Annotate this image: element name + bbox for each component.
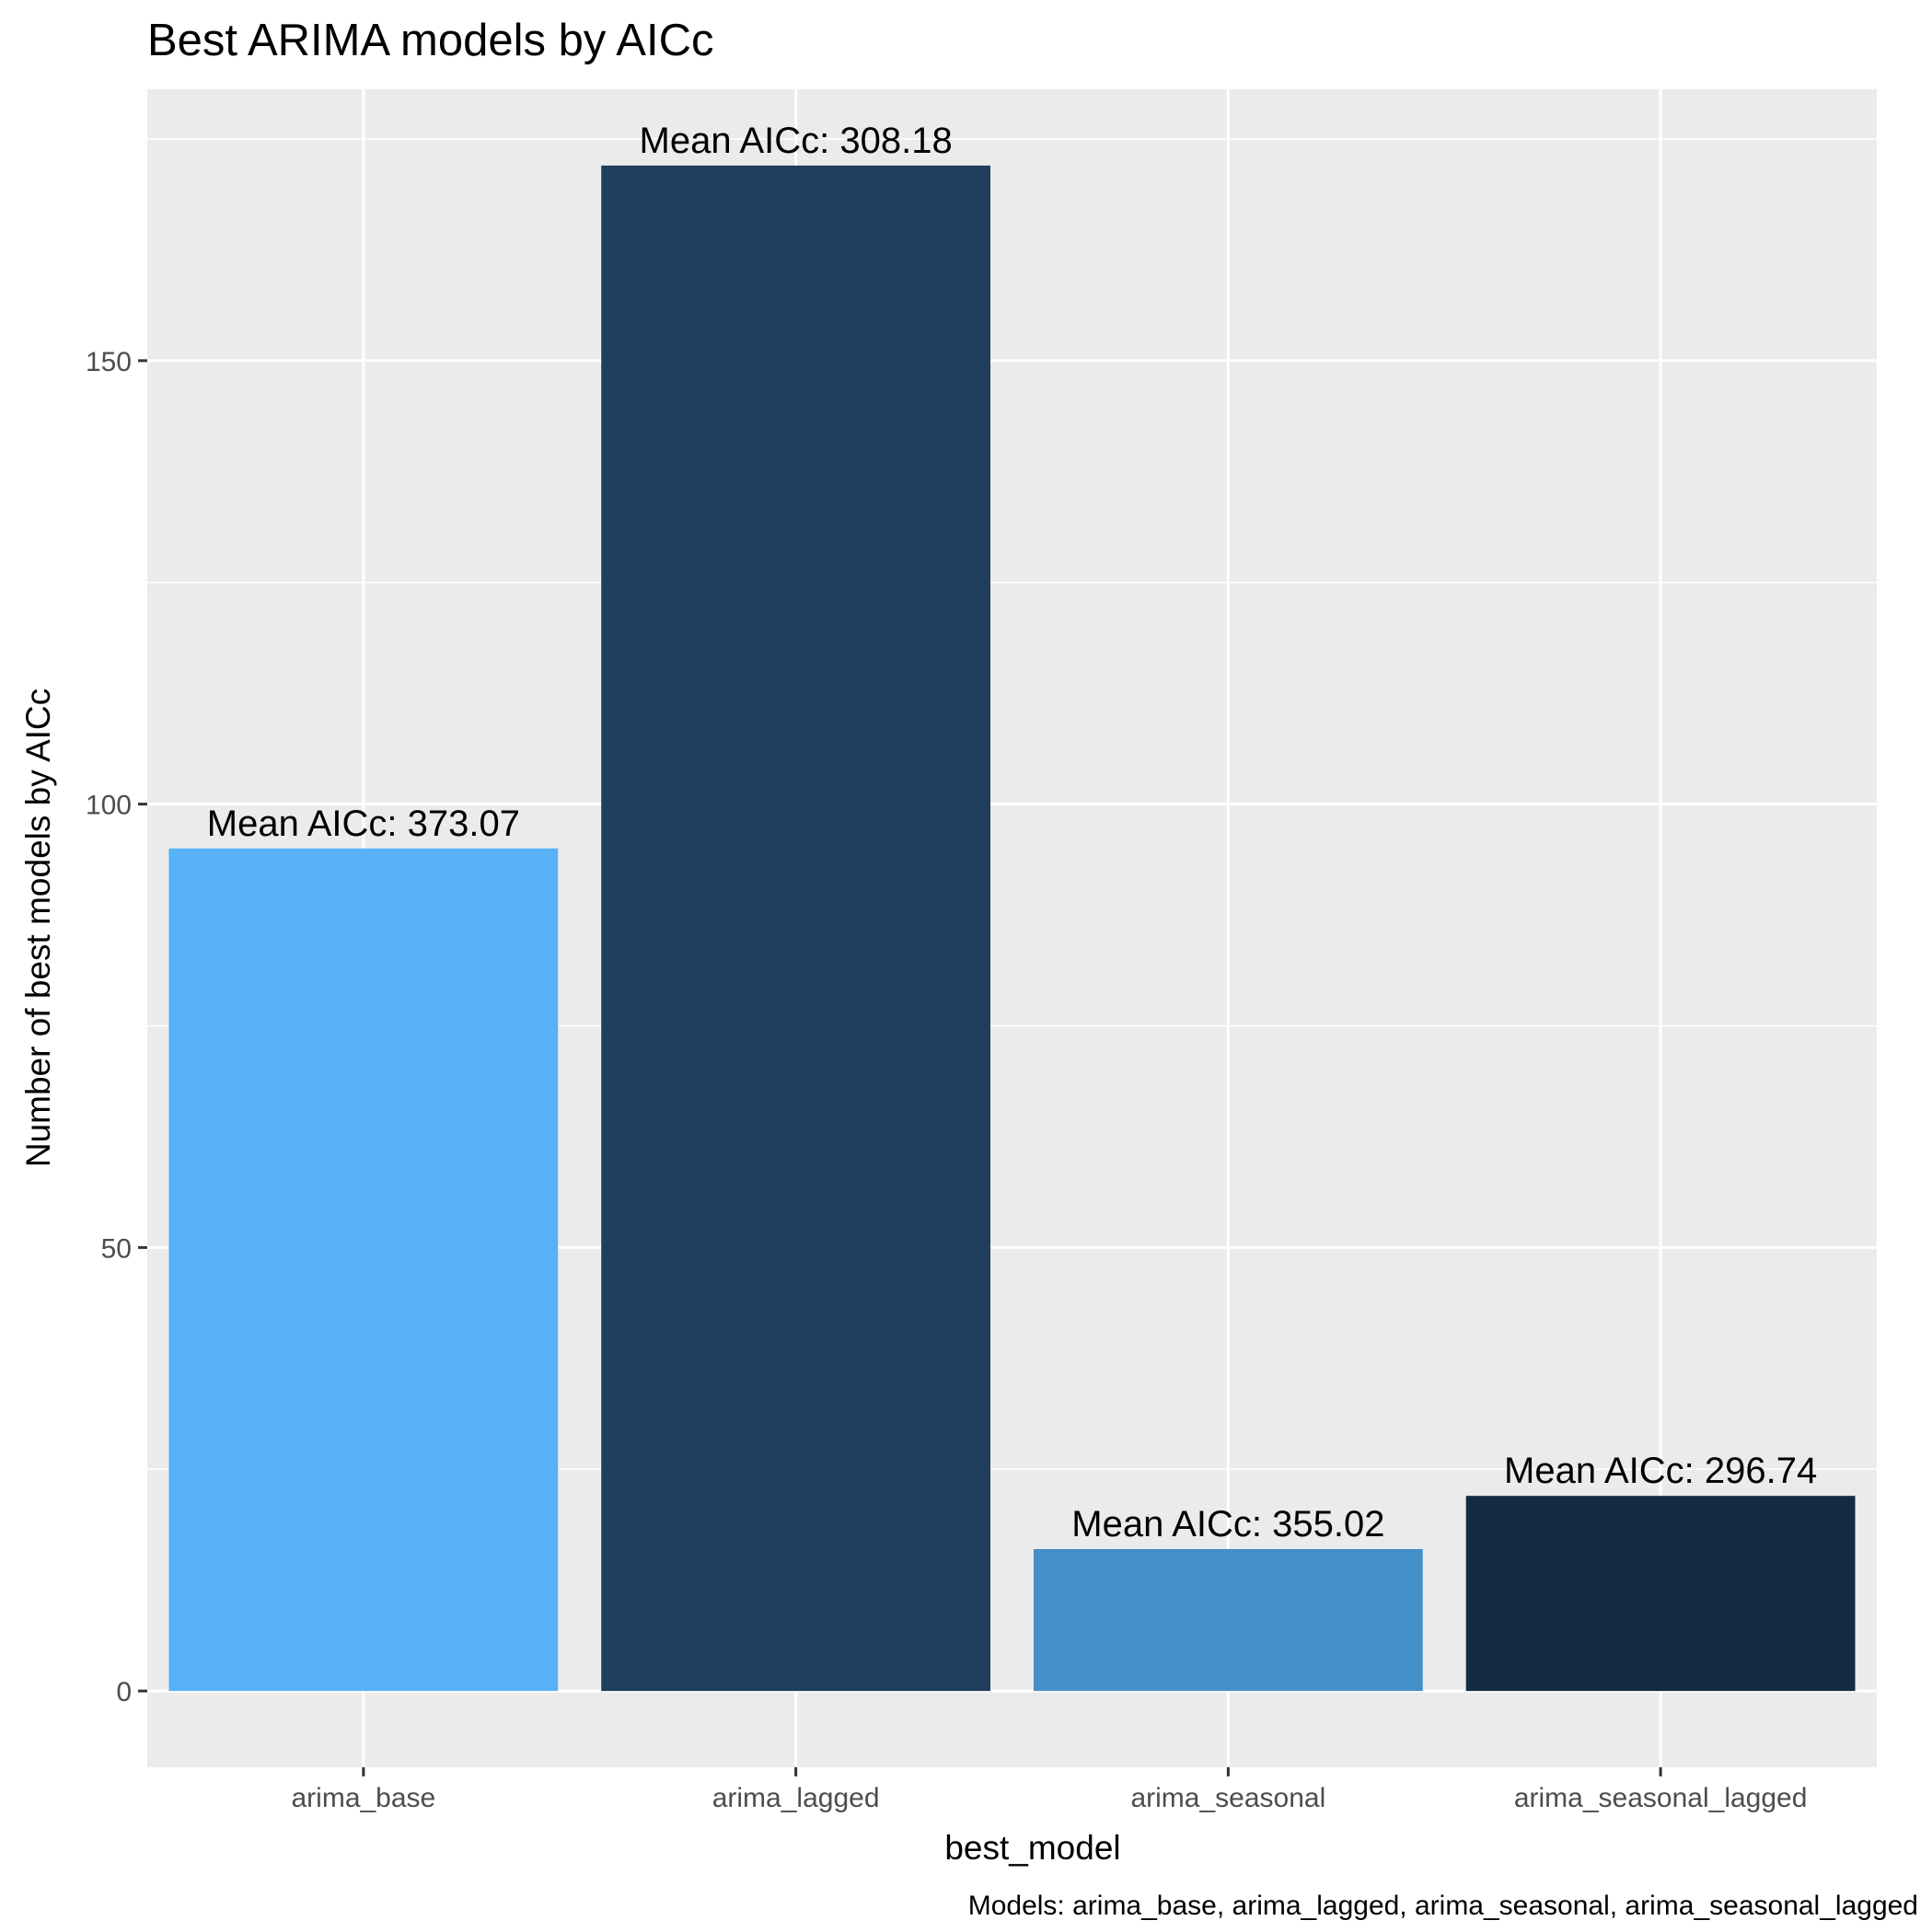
bar-arima_seasonal_lagged (1465, 1496, 1856, 1692)
x-tick-label: arima_seasonal (1130, 1783, 1325, 1813)
y-tick-label: 50 (101, 1233, 132, 1264)
x-axis-title: best_model (944, 1829, 1120, 1867)
bar-label-arima_seasonal_lagged: Mean AICc: 296.74 (1504, 1451, 1817, 1491)
chart-caption: Models: arima_base, arima_lagged, arima_… (968, 1891, 1918, 1921)
y-axis-title: Number of best models by AICc (19, 688, 57, 1167)
bar-arima_base (168, 848, 559, 1692)
bar-label-arima_seasonal: Mean AICc: 355.02 (1071, 1504, 1384, 1544)
y-axis: 0 50 100 150 (86, 347, 147, 1707)
bar-labels: Mean AICc: 373.07 Mean AICc: 308.18 Mean A… (207, 121, 1817, 1544)
bar-label-arima_lagged: Mean AICc: 308.18 (640, 121, 953, 161)
bar-arima_lagged (601, 165, 991, 1692)
chart-title: Best ARIMA models by AICc (147, 16, 713, 65)
y-tick-label: 100 (86, 791, 132, 821)
x-tick-label: arima_lagged (712, 1783, 880, 1813)
x-tick-label: arima_seasonal_lagged (1514, 1783, 1808, 1813)
bar-label-arima_base: Mean AICc: 373.07 (207, 804, 520, 844)
x-axis: arima_base arima_lagged arima_seasonal arim… (291, 1767, 1807, 1813)
y-tick-label: 150 (86, 347, 132, 377)
bars (168, 165, 1856, 1692)
bar-arima_seasonal (1033, 1548, 1423, 1692)
x-tick-label: arima_base (291, 1783, 435, 1813)
y-tick-label: 0 (116, 1677, 132, 1707)
